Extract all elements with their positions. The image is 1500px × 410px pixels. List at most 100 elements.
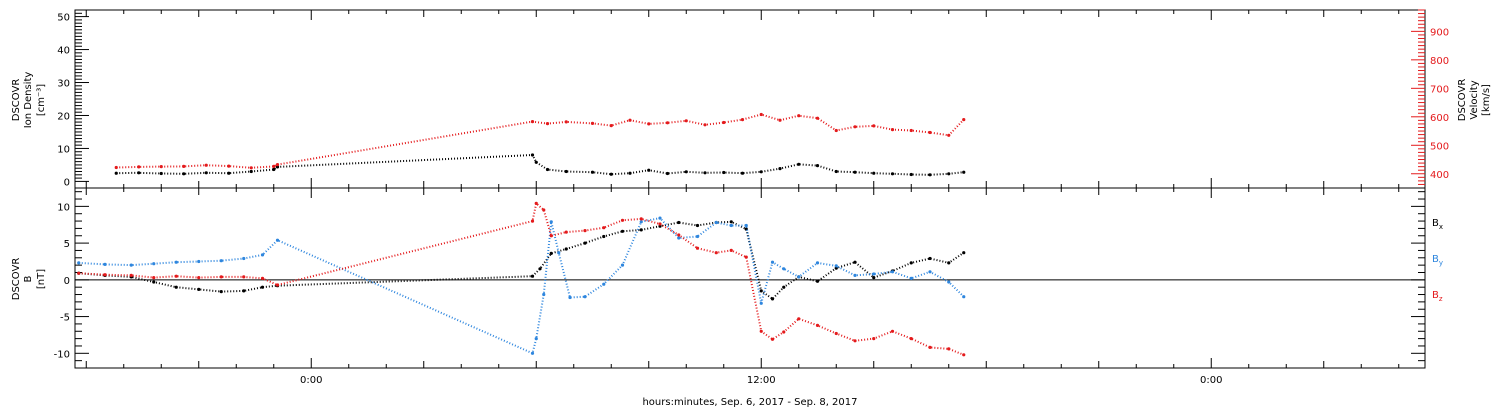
- bz-point: [890, 329, 895, 333]
- bz-point: [197, 276, 201, 280]
- velocity-tick-label: 400: [1430, 170, 1449, 181]
- bx-point: [658, 224, 662, 228]
- density-velocity-series: [114, 112, 966, 177]
- velocity-point: [249, 166, 253, 170]
- b-tick-label: 10: [57, 202, 70, 213]
- density-point: [797, 162, 801, 166]
- bx-point: [602, 234, 606, 239]
- velocity-point: [962, 118, 966, 122]
- density-point: [834, 169, 838, 174]
- velocity-point: [722, 120, 726, 125]
- bx-point: [815, 279, 820, 283]
- bz-point: [947, 347, 951, 351]
- bz-point: [602, 226, 606, 230]
- bx-point: [729, 220, 733, 224]
- velocity-point: [815, 116, 820, 120]
- bz-point: [174, 274, 178, 278]
- density-point: [272, 167, 276, 172]
- by-point: [530, 351, 535, 355]
- velocity-point: [834, 128, 838, 133]
- by-point: [129, 263, 133, 267]
- by-point: [834, 264, 838, 268]
- density-point: [872, 171, 876, 175]
- bz-point: [782, 330, 786, 334]
- velocity-tick-label: 700: [1430, 84, 1449, 95]
- density-point: [609, 172, 613, 176]
- bx-point: [260, 285, 265, 289]
- by-point: [639, 220, 643, 224]
- by-point: [770, 260, 775, 264]
- by-point: [568, 295, 572, 300]
- density-velocity-panel: 0 10 20 30 40 50 400 500 600 700 800 900 DSCOVR Io…: [11, 9, 1492, 189]
- bz-series: [78, 201, 965, 356]
- bz-point: [549, 234, 553, 238]
- density-tick-label: 0: [64, 177, 70, 188]
- velocity-point: [530, 120, 535, 124]
- density-point: [928, 173, 932, 177]
- density-point: [740, 171, 745, 175]
- velocity-point: [665, 121, 670, 125]
- density-point: [530, 153, 535, 157]
- b-axis-ticks: -10 -5 0 5 10: [54, 191, 1425, 369]
- density-point: [722, 170, 726, 175]
- legend-by: By: [1432, 254, 1443, 267]
- velocity-axis-label-line1: DSCOVR: [1457, 79, 1468, 122]
- bz-point: [639, 217, 643, 221]
- by-point: [219, 259, 223, 263]
- density-tick-label: 20: [57, 111, 70, 122]
- bx-point: [677, 220, 681, 225]
- bz-point: [928, 345, 932, 349]
- bz-point: [530, 219, 535, 223]
- velocity-point: [703, 123, 707, 127]
- legend-by-base: B: [1432, 254, 1439, 265]
- b-tick-label: 5: [64, 239, 70, 250]
- velocity-point: [590, 121, 595, 125]
- by-point: [77, 261, 81, 265]
- bz-point: [564, 230, 568, 234]
- by-point: [744, 223, 748, 228]
- bx-point: [782, 285, 786, 289]
- bz-point: [729, 248, 733, 252]
- velocity-point: [159, 165, 163, 169]
- by-point: [890, 270, 895, 274]
- bx-point: [834, 266, 838, 270]
- density-point: [815, 164, 820, 168]
- bz-point: [797, 317, 801, 321]
- time-tick-label: 12:00: [747, 375, 776, 386]
- by-point: [797, 275, 801, 279]
- bx-point: [564, 247, 568, 251]
- density-point: [564, 169, 568, 174]
- velocity-point: [182, 164, 186, 168]
- bz-point: [677, 233, 681, 237]
- velocity-point: [890, 128, 895, 132]
- density-point: [909, 172, 913, 177]
- bx-point: [197, 287, 201, 291]
- legend-by-sub: y: [1439, 259, 1443, 267]
- by-point: [872, 272, 876, 276]
- density-axis-label-line3: [cm⁻³]: [36, 84, 47, 116]
- bz-point: [909, 337, 913, 341]
- bx-point: [538, 267, 542, 271]
- velocity-series: [116, 113, 965, 169]
- by-point: [275, 238, 280, 242]
- by-point: [174, 260, 178, 264]
- top-panel-frame: [74, 9, 1426, 189]
- by-point: [695, 234, 700, 239]
- b-axis-label-line2: B: [23, 275, 34, 282]
- bx-point: [174, 285, 178, 289]
- by-point: [962, 295, 966, 299]
- density-point: [665, 171, 670, 176]
- bz-point: [583, 229, 587, 233]
- density-point: [759, 170, 763, 174]
- bz-point: [620, 218, 625, 222]
- density-point: [647, 168, 651, 172]
- density-point: [114, 171, 118, 175]
- bx-point: [639, 228, 643, 232]
- density-point: [249, 169, 253, 174]
- by-point: [242, 256, 246, 261]
- density-point: [703, 171, 707, 175]
- b-tick-label: -10: [54, 349, 70, 360]
- by-point: [729, 223, 733, 228]
- legend-bz-sub: z: [1439, 295, 1443, 303]
